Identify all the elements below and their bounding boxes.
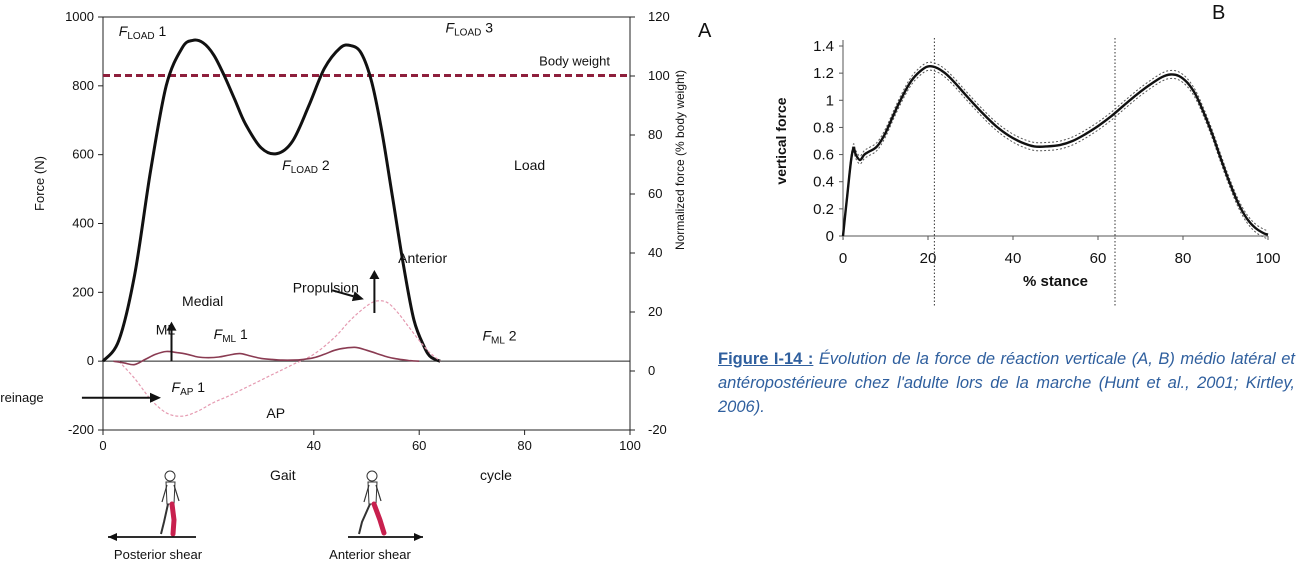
x-axis-label-cycle: cycle [480, 467, 512, 483]
y-tick-label: 1 [826, 92, 834, 109]
upper-sd-line [842, 61, 1269, 233]
gait-force-chart-svg: -20002004006008001000-200204060801001200… [0, 9, 687, 562]
ml-series-line [113, 346, 420, 366]
anterior-shear-arrow-head [414, 533, 423, 541]
walker-heel-strike-icon-arm-front [173, 484, 180, 502]
anterior-shear-label: Anterior shear [329, 547, 411, 562]
y-tick-label: 1.4 [813, 38, 834, 55]
y2-tick-label: 80 [648, 127, 662, 142]
y2-tick-label: 100 [648, 68, 670, 83]
y-tick-label: 200 [72, 284, 94, 299]
x-tick-label: 60 [1090, 250, 1107, 267]
y2-tick-label: 20 [648, 304, 662, 319]
x-tick-label: 60 [412, 438, 426, 453]
label-load: Load [514, 157, 545, 173]
walker-push-off-icon-head [366, 470, 378, 482]
body-weight-label: Body weight [539, 54, 610, 69]
annotation-f-load3: FLOAD 3 [446, 19, 494, 38]
anterior-arrow-head [369, 270, 380, 279]
annotation-f-ml2: FML 2 [482, 328, 516, 347]
posterior-shear-label: Posterior shear [114, 547, 203, 562]
y2-tick-label: 60 [648, 186, 662, 201]
y-tick-label: 400 [72, 216, 94, 231]
x-tick-label: 40 [1005, 250, 1022, 267]
y2-tick-label: 40 [648, 245, 662, 260]
vertical-force-chart: 0 0.2 0.4 0.6 0.8 1 1.2 1.4 0 20 40 60 80 100 % stance… [700, 0, 1300, 330]
mean-force-line [841, 64, 1269, 237]
walker-heel-strike-icon [160, 470, 180, 537]
label-medial: Medial [182, 293, 223, 309]
walker-push-off-icon-leg-highlight [371, 501, 387, 536]
figure-caption: Figure I-14 : Évolution de la force de r… [718, 347, 1295, 419]
annotation-f-ml1: FML 1 [214, 326, 248, 345]
x-tick-label: 0 [99, 438, 106, 453]
walker-push-off-icon-arm-front [375, 484, 382, 502]
vertical-force-chart-svg: 0 0.2 0.4 0.6 0.8 1 1.2 1.4 0 20 40 60 80 100 % stance… [773, 38, 1281, 306]
gait-force-chart: -200 0 200 400 600 800 1000 -20 0 20 40 60 80 100 120 0… [0, 9, 687, 562]
walker-heel-strike-icon-arm-back [161, 484, 168, 503]
posterior-shear-arrow-head [108, 533, 117, 541]
caption-title: Figure I-14 : [718, 350, 814, 368]
load-series-line [101, 38, 441, 363]
annotation-f-ap1: FAP 1 [172, 379, 206, 398]
y-tick-label: 0.6 [813, 147, 834, 164]
x-tick-label: 100 [619, 438, 641, 453]
label-ap: AP [266, 405, 285, 421]
y-tick-label: 0.4 [813, 174, 834, 191]
x-tick-label: 20 [920, 250, 937, 267]
y-tick-label: 0.2 [813, 201, 834, 218]
label-freinage: Freinage [0, 390, 44, 405]
plot-frame [102, 16, 631, 431]
y-tick-label: 0 [826, 228, 834, 245]
x-tick-label: 80 [1175, 250, 1192, 267]
y-tick-label: 0 [87, 353, 94, 368]
x-tick-label: 80 [517, 438, 531, 453]
caption-body: Évolution de la force de réaction vertic… [718, 350, 1296, 416]
panel-label-b: B [1212, 2, 1226, 24]
x-tick-label: 0 [839, 250, 847, 267]
y-axis-label: Force (N) [32, 156, 47, 211]
x-axis-label-gait: Gait [270, 467, 296, 483]
panel-label-a: A [698, 20, 712, 42]
label-anterior: Anterior [398, 250, 447, 266]
y2-tick-label: -20 [648, 422, 667, 437]
y2-tick-label: 120 [648, 9, 670, 24]
propulsion-arrow-head [351, 291, 364, 302]
walker-push-off-icon-leg-back [358, 503, 371, 535]
x-axis-label: % stance [1023, 273, 1088, 290]
y-tick-label: 600 [72, 147, 94, 162]
y2-axis-label: Normalized force (% body weight) [673, 70, 687, 250]
y-tick-label: 1.2 [813, 65, 834, 82]
walker-heel-strike-icon-leg-highlight [169, 501, 177, 537]
y-tick-label: 800 [72, 78, 94, 93]
lower-sd-line [842, 69, 1269, 241]
propulsion-arrow-shaft [331, 289, 354, 298]
y-tick-label: 1000 [65, 9, 94, 24]
walker-push-off-icon-arm-back [363, 484, 370, 503]
annotation-f-load2: FLOAD 2 [282, 157, 330, 176]
medial-arrow-head [166, 321, 177, 331]
y-tick-label: -200 [68, 422, 94, 437]
label-propulsion: Propulsion [293, 279, 359, 295]
freinage-arrow-head [150, 392, 161, 403]
walker-push-off-icon [358, 470, 387, 536]
y-axis-label: vertical force [773, 97, 789, 184]
walker-heel-strike-icon-head [164, 470, 176, 482]
y-tick-label: 0.8 [813, 119, 834, 136]
x-tick-label: 40 [307, 438, 321, 453]
x-tick-label: 100 [1255, 250, 1280, 267]
walker-heel-strike-icon-leg-back [160, 503, 169, 535]
y2-tick-label: 0 [648, 363, 655, 378]
annotation-f-load1: FLOAD 1 [119, 23, 167, 42]
